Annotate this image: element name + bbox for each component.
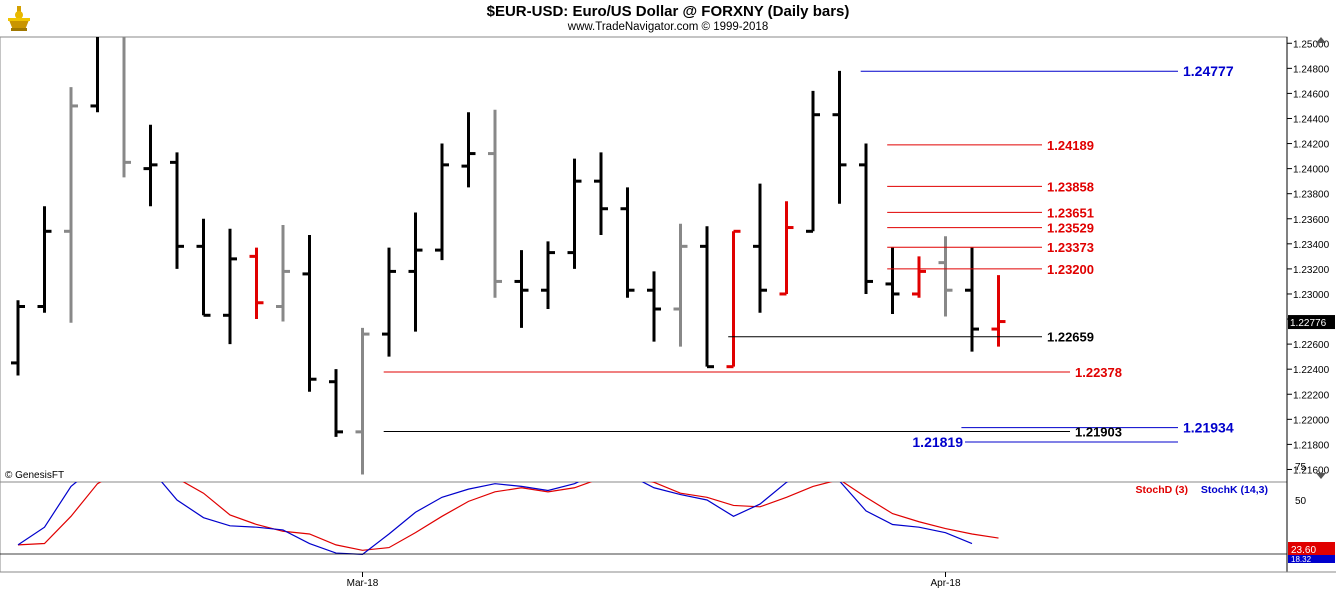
level-label: 1.23200 xyxy=(1047,262,1094,277)
ohlc-bar xyxy=(620,187,635,298)
ohlc-bar xyxy=(753,183,767,313)
chart-subtitle: www.TradeNavigator.com © 1999-2018 xyxy=(567,21,769,33)
ohlc-bar xyxy=(912,256,926,298)
stoch-tick-label: 75 xyxy=(1295,462,1307,473)
level-label: 1.21819 xyxy=(912,434,963,450)
price-tick-label: 1.24800 xyxy=(1293,64,1330,75)
stoch-k-line xyxy=(17,482,973,556)
price-tick-label: 1.24000 xyxy=(1293,165,1330,176)
stoch-d-value: 23.60 xyxy=(1291,545,1316,556)
stoch-k-value: 18.32 xyxy=(1291,555,1312,564)
price-tick-label: 1.24200 xyxy=(1293,140,1330,151)
stoch-d-line xyxy=(17,482,999,551)
scroll-down-icon[interactable] xyxy=(1316,473,1326,479)
ohlc-bar xyxy=(567,158,582,269)
stoch-d-value-marker xyxy=(1288,542,1335,555)
ohlc-bar xyxy=(122,37,131,178)
ohlc-bar xyxy=(329,369,343,437)
ohlc-bar xyxy=(594,152,608,236)
level-label: 1.24189 xyxy=(1047,138,1094,153)
price-tick-label: 1.21600 xyxy=(1293,465,1330,476)
price-tick-label: 1.23000 xyxy=(1293,290,1330,301)
ohlc-bar xyxy=(806,90,820,233)
ohlc-bar xyxy=(673,223,688,347)
price-tick-label: 1.23400 xyxy=(1293,240,1330,251)
ohlc-bar xyxy=(382,247,396,357)
ohlc-bar xyxy=(726,229,741,369)
ohlc-bar xyxy=(249,247,264,320)
price-panel xyxy=(0,36,1288,483)
ohlc-bar xyxy=(991,275,1006,347)
level-label: 1.23373 xyxy=(1047,240,1094,255)
ohlc-bar xyxy=(276,225,290,322)
stoch-tick-label: 50 xyxy=(1295,496,1307,507)
level-label: 1.22659 xyxy=(1047,330,1094,345)
level-label: 1.23529 xyxy=(1047,221,1094,236)
chart-title: $EUR-USD: Euro/US Dollar @ FORXNY (Daily… xyxy=(486,3,850,20)
ohlc-bar xyxy=(965,247,979,352)
copyright-label: © GenesisFT xyxy=(5,470,64,481)
stoch-d-legend: StochD (3) xyxy=(1136,484,1189,496)
ohlc-bar xyxy=(859,143,873,294)
ohlc-bar xyxy=(435,143,449,261)
price-tick-label: 1.22200 xyxy=(1293,390,1330,401)
ohlc-bar xyxy=(832,70,847,204)
ohlc-bar xyxy=(143,124,158,207)
ohlc-bar xyxy=(302,235,317,392)
ohlc-bars xyxy=(11,37,1006,475)
ohlc-bar xyxy=(223,228,237,345)
stoch-k-legend: StochK (14,3) xyxy=(1201,484,1268,496)
price-tick-label: 1.25000 xyxy=(1293,39,1330,50)
ohlc-bar xyxy=(541,241,555,310)
date-label: Mar-18 xyxy=(347,578,379,589)
ohlc-bar xyxy=(779,201,794,296)
stochastic-lines xyxy=(0,482,1287,556)
ohlc-bar xyxy=(938,236,953,317)
ohlc-bar xyxy=(355,327,370,475)
stoch-k-value-marker xyxy=(1288,555,1335,563)
ohlc-bar xyxy=(885,247,900,315)
date-label: Apr-18 xyxy=(930,578,960,589)
ohlc-bar xyxy=(514,250,529,328)
price-tick-label: 1.23800 xyxy=(1293,190,1330,201)
price-tick-label: 1.23200 xyxy=(1293,265,1330,276)
price-tick-label: 1.24400 xyxy=(1293,114,1330,125)
price-tick-label: 1.23600 xyxy=(1293,215,1330,226)
ohlc-bar xyxy=(461,112,476,188)
price-tick-label: 1.22000 xyxy=(1293,415,1330,426)
level-label: 1.23651 xyxy=(1047,205,1094,220)
level-label: 1.21934 xyxy=(1183,420,1234,436)
ohlc-bar xyxy=(170,152,184,269)
trade-navigator-logo-icon xyxy=(8,6,30,31)
ohlc-bar xyxy=(90,37,99,113)
ohlc-bar xyxy=(700,226,714,369)
date-axis: Mar-18 Apr-18 xyxy=(347,572,961,589)
price-tick-label: 1.22400 xyxy=(1293,365,1330,376)
price-axis xyxy=(1287,37,1336,572)
current-price-marker xyxy=(1288,315,1335,330)
level-label: 1.23858 xyxy=(1047,179,1094,194)
chart-header: $EUR-USD: Euro/US Dollar @ FORXNY (Daily… xyxy=(0,0,1336,37)
ohlc-bar xyxy=(11,300,25,376)
price-tick-label: 1.21800 xyxy=(1293,440,1330,451)
stochastic-panel xyxy=(0,481,1288,573)
ohlc-bar xyxy=(488,109,502,298)
ohlc-bar xyxy=(37,206,52,313)
ohlc-bar xyxy=(196,218,211,317)
ohlc-bar xyxy=(64,87,78,323)
price-axis-ticks: 1.25000 1.24800 1.24600 1.24400 1.24200 1.240… xyxy=(1287,39,1335,476)
level-label: 1.21903 xyxy=(1075,424,1122,439)
ohlc-bar xyxy=(647,271,661,342)
scroll-up-icon[interactable] xyxy=(1316,37,1326,43)
current-price-label: 1.22776 xyxy=(1290,318,1327,329)
level-label: 1.22378 xyxy=(1075,365,1122,380)
ohlc-bar xyxy=(408,212,423,332)
level-label: 1.24777 xyxy=(1183,63,1234,79)
price-tick-label: 1.24600 xyxy=(1293,89,1330,100)
price-tick-label: 1.22600 xyxy=(1293,340,1330,351)
